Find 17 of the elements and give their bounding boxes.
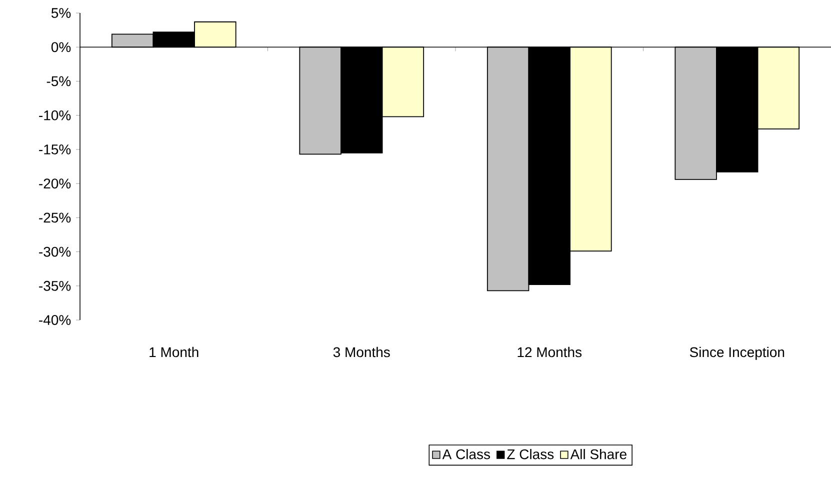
x-tick-label: 12 Months — [518, 346, 582, 358]
y-tick-label: 0% — [51, 42, 71, 52]
x-tick-label: 1 Month — [150, 346, 198, 358]
legend-label: All Share — [570, 448, 626, 460]
y-tick-label: -40% — [39, 315, 71, 325]
legend-label: A Class — [442, 448, 490, 460]
x-tick-label: Since Inception — [690, 346, 784, 360]
y-tick-label: -5% — [46, 76, 71, 86]
y-tick-label: -15% — [39, 144, 71, 154]
y-tick-label: 5% — [51, 8, 71, 18]
y-tick-label: -30% — [39, 246, 71, 257]
x-tick-label: 3 Months — [333, 346, 390, 358]
y-tick-label: -35% — [39, 280, 71, 291]
y-tick-label: -25% — [39, 212, 71, 223]
legend-label: Z Class — [507, 448, 554, 460]
y-tick-label: -10% — [39, 110, 71, 120]
y-tick-label: -20% — [39, 178, 71, 189]
